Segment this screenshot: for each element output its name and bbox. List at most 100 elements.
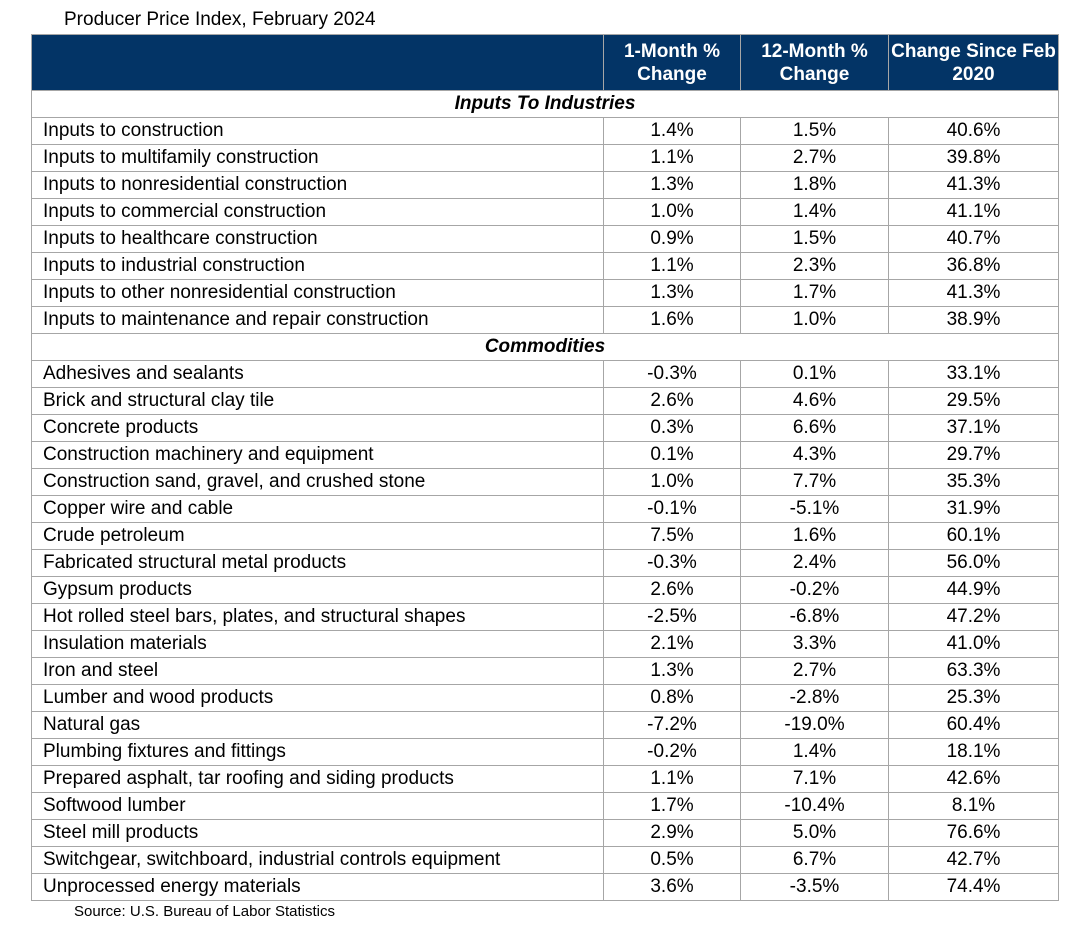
table-row: Prepared asphalt, tar roofing and siding… <box>31 765 1059 793</box>
row-label: Gypsum products <box>31 576 604 604</box>
twelve-month-change: 6.7% <box>740 846 889 874</box>
twelve-month-change: 5.0% <box>740 819 889 847</box>
row-label: Concrete products <box>31 414 604 442</box>
change-since-feb-2020: 60.1% <box>888 522 1059 550</box>
table-row: Hot rolled steel bars, plates, and struc… <box>31 603 1059 631</box>
twelve-month-change: 2.7% <box>740 657 889 685</box>
twelve-month-change: 7.1% <box>740 765 889 793</box>
one-month-change: 0.3% <box>603 414 741 442</box>
row-label: Construction machinery and equipment <box>31 441 604 469</box>
row-label: Switchgear, switchboard, industrial cont… <box>31 846 604 874</box>
table-row: Brick and structural clay tile 2.6% 4.6% 29… <box>31 387 1059 415</box>
table-row: Gypsum products 2.6% -0.2% 44.9% <box>31 576 1059 604</box>
row-label: Softwood lumber <box>31 792 604 820</box>
twelve-month-change: 1.6% <box>740 522 889 550</box>
table-row: Softwood lumber 1.7% -10.4% 8.1% <box>31 792 1059 820</box>
twelve-month-change: 1.8% <box>740 171 889 199</box>
change-since-feb-2020: 44.9% <box>888 576 1059 604</box>
row-label: Hot rolled steel bars, plates, and struc… <box>31 603 604 631</box>
row-label: Inputs to construction <box>31 117 604 145</box>
row-label: Prepared asphalt, tar roofing and siding… <box>31 765 604 793</box>
table-row: Inputs to commercial construction 1.0% 1.4… <box>31 198 1059 226</box>
one-month-change: 0.8% <box>603 684 741 712</box>
one-month-change: -0.3% <box>603 549 741 577</box>
row-label: Inputs to industrial construction <box>31 252 604 280</box>
twelve-month-change: -2.8% <box>740 684 889 712</box>
one-month-change: -0.3% <box>603 360 741 388</box>
table-row: Inputs to construction 1.4% 1.5% 40.6% <box>31 117 1059 145</box>
table-row: Plumbing fixtures and fittings -0.2% 1.4% 1… <box>31 738 1059 766</box>
row-label: Insulation materials <box>31 630 604 658</box>
change-since-feb-2020: 36.8% <box>888 252 1059 280</box>
row-label: Natural gas <box>31 711 604 739</box>
one-month-change: -0.1% <box>603 495 741 523</box>
table-row: Construction machinery and equipment 0.1%… <box>31 441 1059 469</box>
change-since-feb-2020: 41.1% <box>888 198 1059 226</box>
table-row: Crude petroleum 7.5% 1.6% 60.1% <box>31 522 1059 550</box>
change-since-feb-2020: 41.3% <box>888 171 1059 199</box>
change-since-feb-2020: 40.6% <box>888 117 1059 145</box>
table-row: Switchgear, switchboard, industrial cont… <box>31 846 1059 874</box>
one-month-change: 0.5% <box>603 846 741 874</box>
table-title: Producer Price Index, February 2024 <box>64 9 376 30</box>
change-since-feb-2020: 60.4% <box>888 711 1059 739</box>
table-row: Inputs to multifamily construction 1.1% 2.… <box>31 144 1059 172</box>
twelve-month-change: 2.3% <box>740 252 889 280</box>
twelve-month-change: 1.0% <box>740 306 889 334</box>
row-label: Inputs to healthcare construction <box>31 225 604 253</box>
row-label: Inputs to other nonresidential construct… <box>31 279 604 307</box>
change-since-feb-2020: 39.8% <box>888 144 1059 172</box>
table-row: Unprocessed energy materials 3.6% -3.5% 74.… <box>31 873 1059 901</box>
change-since-feb-2020: 41.3% <box>888 279 1059 307</box>
change-since-feb-2020: 42.7% <box>888 846 1059 874</box>
twelve-month-change: 0.1% <box>740 360 889 388</box>
change-since-feb-2020: 40.7% <box>888 225 1059 253</box>
change-since-feb-2020: 38.9% <box>888 306 1059 334</box>
row-label: Construction sand, gravel, and crushed s… <box>31 468 604 496</box>
one-month-change: 1.1% <box>603 252 741 280</box>
one-month-change: 0.1% <box>603 441 741 469</box>
one-month-change: 1.0% <box>603 468 741 496</box>
one-month-change: 2.9% <box>603 819 741 847</box>
twelve-month-change: 4.6% <box>740 387 889 415</box>
header-1-month: 1-Month % Change <box>603 34 741 91</box>
change-since-feb-2020: 74.4% <box>888 873 1059 901</box>
twelve-month-change: 1.4% <box>740 738 889 766</box>
one-month-change: 1.1% <box>603 765 741 793</box>
twelve-month-change: 1.5% <box>740 225 889 253</box>
row-label: Lumber and wood products <box>31 684 604 712</box>
row-label: Inputs to commercial construction <box>31 198 604 226</box>
row-label: Adhesives and sealants <box>31 360 604 388</box>
change-since-feb-2020: 8.1% <box>888 792 1059 820</box>
twelve-month-change: -10.4% <box>740 792 889 820</box>
table-row: Natural gas -7.2% -19.0% 60.4% <box>31 711 1059 739</box>
change-since-feb-2020: 29.5% <box>888 387 1059 415</box>
table-row: Construction sand, gravel, and crushed s… <box>31 468 1059 496</box>
one-month-change: 1.6% <box>603 306 741 334</box>
change-since-feb-2020: 41.0% <box>888 630 1059 658</box>
header-label <box>31 34 604 91</box>
twelve-month-change: 6.6% <box>740 414 889 442</box>
table-row: Fabricated structural metal products -0.3… <box>31 549 1059 577</box>
change-since-feb-2020: 56.0% <box>888 549 1059 577</box>
twelve-month-change: 4.3% <box>740 441 889 469</box>
change-since-feb-2020: 35.3% <box>888 468 1059 496</box>
row-label: Plumbing fixtures and fittings <box>31 738 604 766</box>
table-row: Inputs to industrial construction 1.1% 2.3… <box>31 252 1059 280</box>
section-row: Inputs To Industries <box>31 90 1059 118</box>
twelve-month-change: -5.1% <box>740 495 889 523</box>
table-row: Adhesives and sealants -0.3% 0.1% 33.1% <box>31 360 1059 388</box>
change-since-feb-2020: 37.1% <box>888 414 1059 442</box>
twelve-month-change: 7.7% <box>740 468 889 496</box>
one-month-change: 0.9% <box>603 225 741 253</box>
one-month-change: -7.2% <box>603 711 741 739</box>
section-heading: Commodities <box>31 333 1059 361</box>
table-row: Inputs to other nonresidential construct… <box>31 279 1059 307</box>
row-label: Inputs to maintenance and repair constru… <box>31 306 604 334</box>
change-since-feb-2020: 25.3% <box>888 684 1059 712</box>
twelve-month-change: 2.7% <box>740 144 889 172</box>
one-month-change: 1.0% <box>603 198 741 226</box>
change-since-feb-2020: 31.9% <box>888 495 1059 523</box>
table-row: Inputs to maintenance and repair constru… <box>31 306 1059 334</box>
header-since-feb-2020: Change Since Feb 2020 <box>888 34 1059 91</box>
